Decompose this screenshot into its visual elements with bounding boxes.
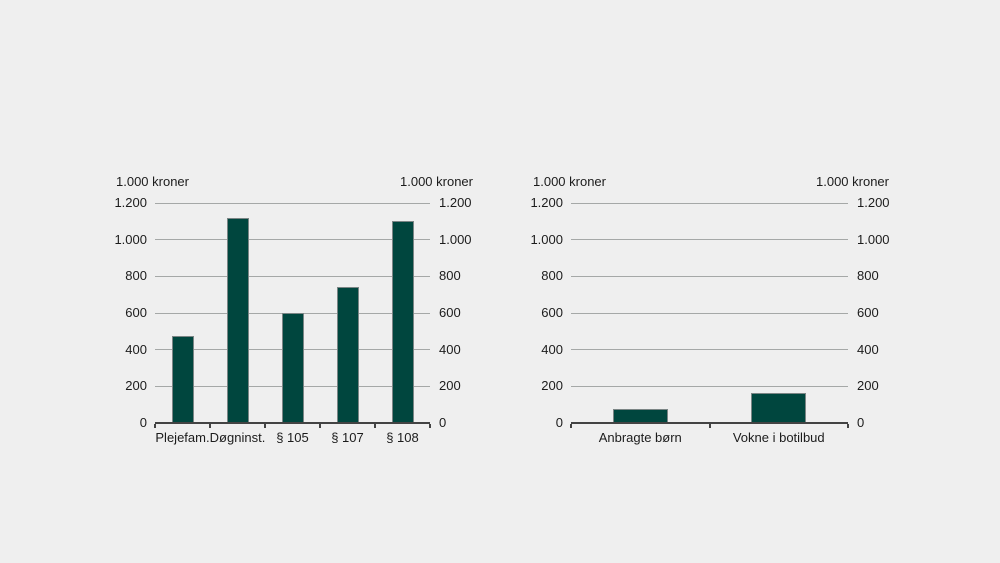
y-tick-label-right: 1.200 (857, 195, 890, 210)
category-label: § 107 (331, 430, 364, 445)
category-label: Anbragte børn (598, 430, 682, 445)
category-label: Plejefam. (155, 430, 210, 445)
bar (226, 217, 249, 423)
x-axis-tick (264, 424, 266, 428)
y-tick-label-left: 600 (541, 305, 563, 320)
gridline (571, 239, 848, 241)
y-tick-label-left: 800 (125, 268, 147, 284)
y-tick-label-right: 200 (439, 378, 461, 394)
bar (336, 287, 359, 423)
bar (281, 313, 304, 423)
left-chart-left-axis-title: 1.000 kroner (116, 174, 189, 189)
y-tick-label-left: 1.200 (530, 195, 563, 210)
bar (391, 221, 414, 423)
x-axis-tick (570, 424, 572, 428)
y-tick-label-left: 400 (541, 341, 563, 357)
y-tick-label-left: 400 (125, 341, 147, 357)
y-tick-label-right: 600 (439, 305, 461, 320)
y-tick-label-right: 0 (857, 415, 865, 430)
right-chart-right-axis-title: 1.000 kroner (816, 174, 889, 189)
gridline (155, 239, 430, 241)
y-tick-label-right: 600 (857, 305, 879, 320)
gridline (571, 312, 848, 314)
x-axis-tick (209, 424, 211, 428)
y-tick-label-left: 1.000 (530, 231, 563, 247)
category-label: Døgninst. (209, 430, 266, 445)
x-axis-tick (319, 424, 321, 428)
y-tick-label-right: 800 (439, 268, 461, 284)
x-axis-tick (374, 424, 376, 428)
y-tick-label-left: 200 (125, 378, 147, 394)
x-axis-tick (429, 424, 431, 428)
y-tick-label-left: 600 (125, 305, 147, 320)
category-label: § 105 (276, 430, 309, 445)
y-tick-label-left: 1.200 (114, 195, 147, 210)
x-axis-tick (847, 424, 849, 428)
bar (751, 392, 807, 423)
bar (171, 335, 194, 423)
x-axis-line (155, 422, 430, 424)
gridline (571, 275, 848, 277)
y-tick-label-left: 0 (555, 415, 563, 430)
category-label: § 108 (386, 430, 419, 445)
y-tick-label-left: 1.000 (114, 231, 147, 247)
y-tick-label-left: 200 (541, 378, 563, 394)
y-tick-label-right: 200 (857, 378, 879, 394)
y-tick-label-right: 1.000 (439, 231, 472, 247)
left-chart-right-axis-title: 1.000 kroner (400, 174, 473, 189)
y-tick-label-right: 800 (857, 268, 879, 284)
gridline (571, 202, 848, 204)
y-tick-label-left: 800 (541, 268, 563, 284)
x-axis-line (571, 422, 848, 424)
y-tick-label-right: 400 (439, 341, 461, 357)
category-label: Vokne i botilbud (732, 430, 825, 445)
y-tick-label-right: 0 (439, 415, 447, 430)
right-chart-left-axis-title: 1.000 kroner (533, 174, 606, 189)
y-tick-label-right: 400 (857, 341, 879, 357)
y-tick-label-right: 1.200 (439, 195, 472, 210)
bar (612, 409, 668, 423)
gridline (571, 349, 848, 351)
gridline (571, 385, 848, 387)
y-tick-label-right: 1.000 (857, 231, 890, 247)
x-axis-tick (154, 424, 156, 428)
x-axis-tick (708, 424, 711, 428)
gridline (155, 202, 430, 204)
y-tick-label-left: 0 (139, 415, 147, 430)
gridline (155, 275, 430, 277)
